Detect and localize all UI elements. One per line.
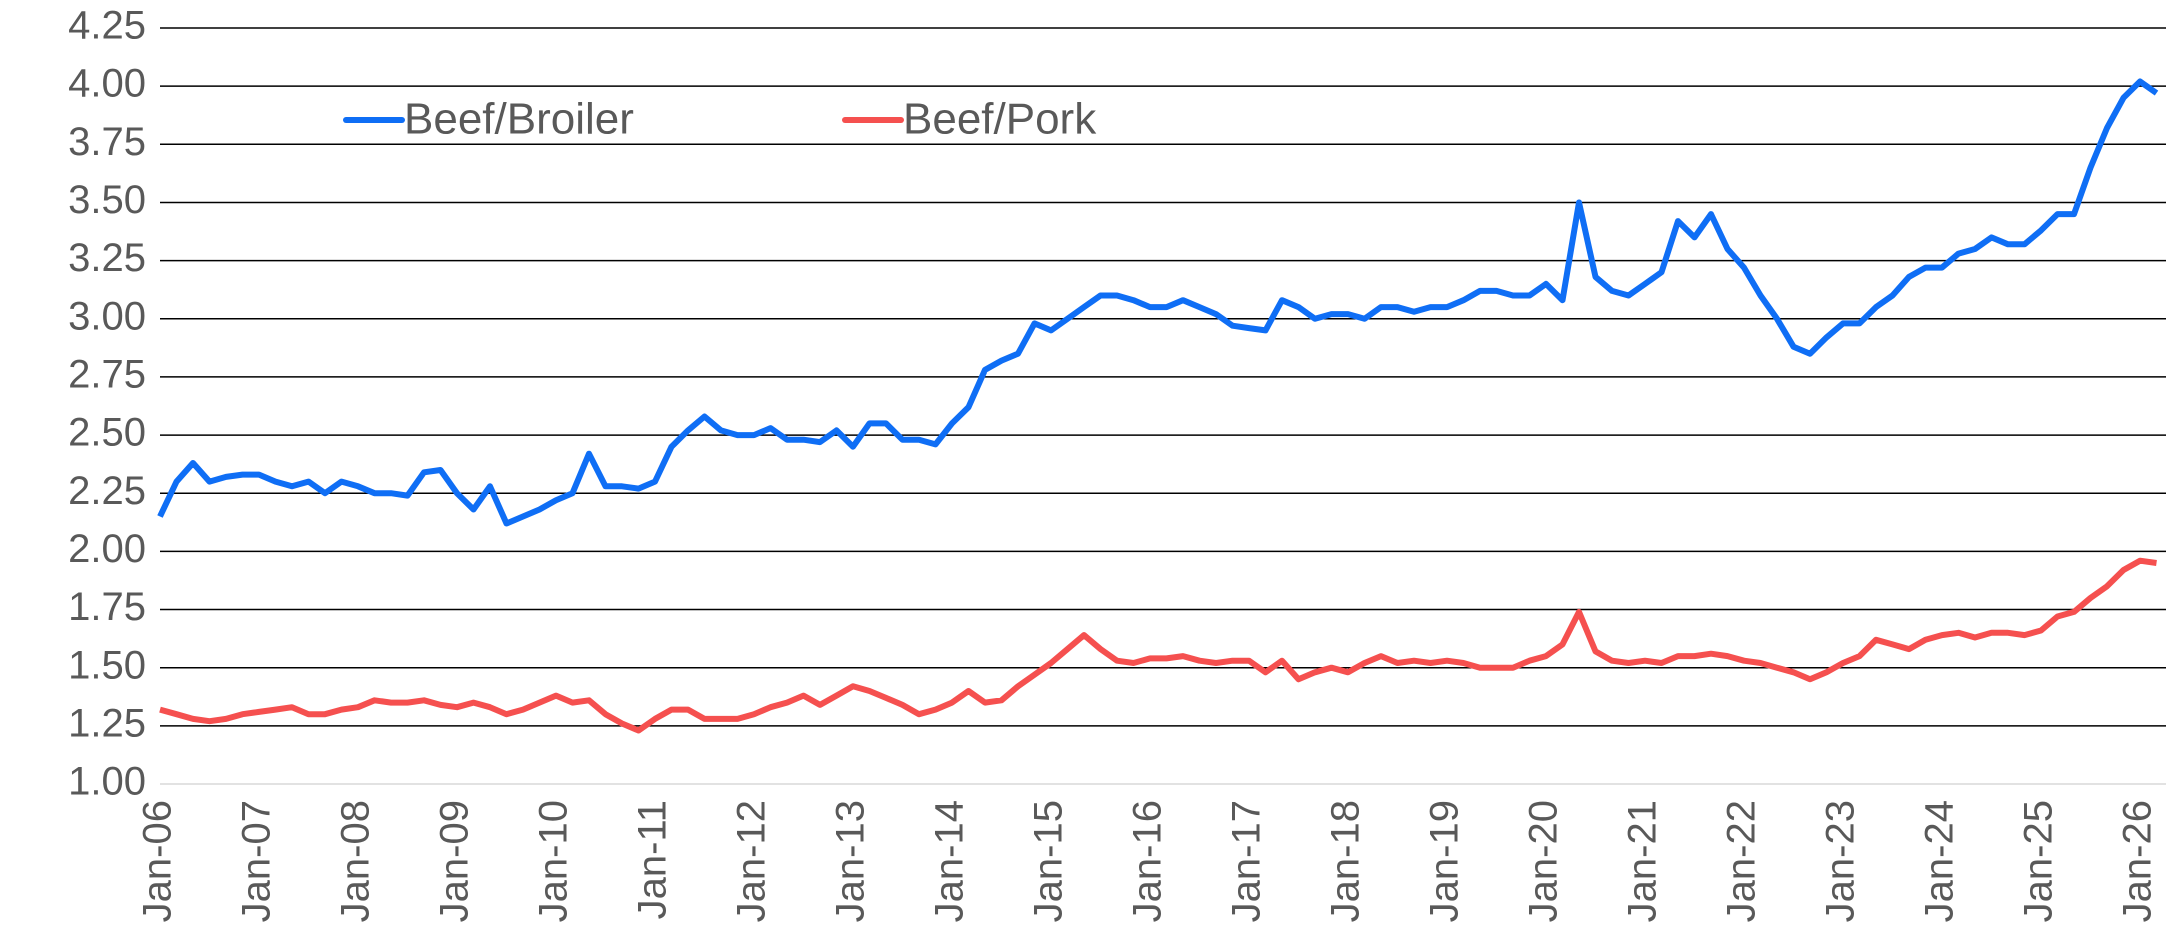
x-tick-label: Jan-26 bbox=[2116, 800, 2160, 922]
x-tick-label: Jan-15 bbox=[1027, 800, 1071, 922]
x-tick-label: Jan-16 bbox=[1126, 800, 1170, 922]
x-tick-label: Jan-25 bbox=[2017, 800, 2061, 922]
y-tick-label: 2.75 bbox=[68, 352, 146, 396]
y-tick-label: 3.00 bbox=[68, 294, 146, 338]
x-tick-label: Jan-13 bbox=[829, 800, 873, 922]
y-tick-label: 3.25 bbox=[68, 236, 146, 280]
y-tick-label: 4.00 bbox=[68, 62, 146, 106]
legend-label: Beef/Broiler bbox=[404, 95, 634, 144]
x-tick-label: Jan-20 bbox=[1522, 800, 1566, 922]
x-tick-label: Jan-18 bbox=[1324, 800, 1368, 922]
x-tick-label: Jan-06 bbox=[136, 800, 180, 922]
y-tick-label: 1.75 bbox=[68, 585, 146, 629]
x-tick-label: Jan-17 bbox=[1225, 800, 1269, 922]
x-tick-label: Jan-21 bbox=[1621, 800, 1665, 922]
x-tick-label: Jan-24 bbox=[1918, 800, 1962, 922]
y-tick-label: 2.00 bbox=[68, 527, 146, 571]
x-tick-label: Jan-22 bbox=[1720, 800, 1764, 922]
x-tick-label: Jan-12 bbox=[730, 800, 774, 922]
data-line bbox=[159, 557, 2157, 734]
x-tick-label: Jan-07 bbox=[235, 800, 279, 922]
y-tick-label: 3.50 bbox=[68, 178, 146, 222]
y-tick-label: 1.25 bbox=[68, 701, 146, 745]
y-tick-label: 3.75 bbox=[68, 120, 146, 164]
y-tick-label: 4.25 bbox=[68, 4, 146, 48]
data-line bbox=[157, 78, 2159, 527]
x-tick-label: Jan-23 bbox=[1819, 800, 1863, 922]
x-tick-label: Jan-19 bbox=[1423, 800, 1467, 922]
x-tick-label: Jan-10 bbox=[532, 800, 576, 922]
y-tick-label: 1.00 bbox=[68, 760, 146, 804]
x-tick-label: Jan-09 bbox=[433, 800, 477, 922]
y-tick-label: 1.50 bbox=[68, 643, 146, 687]
x-tick-label: Jan-11 bbox=[631, 800, 675, 919]
y-tick-label: 2.25 bbox=[68, 469, 146, 513]
x-tick-label: Jan-14 bbox=[928, 800, 972, 922]
legend-label: Beef/Pork bbox=[903, 95, 1097, 144]
x-tick-label: Jan-08 bbox=[334, 800, 378, 922]
y-tick-label: 2.50 bbox=[68, 411, 146, 455]
